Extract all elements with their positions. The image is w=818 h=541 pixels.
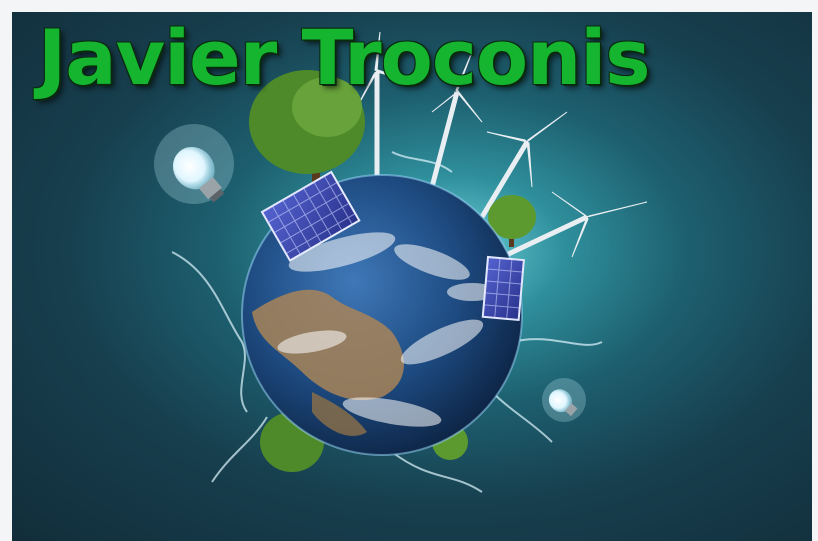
water-splash-icon: [171, 151, 603, 493]
page-title: Javier Troconis: [38, 13, 650, 102]
image-frame: Javier Troconis: [12, 12, 812, 541]
solar-panel-icon: [260, 170, 525, 321]
wind-turbine-icon: [356, 31, 648, 260]
light-bulb-icon: [154, 124, 586, 422]
renewable-energy-scene: [154, 31, 648, 493]
